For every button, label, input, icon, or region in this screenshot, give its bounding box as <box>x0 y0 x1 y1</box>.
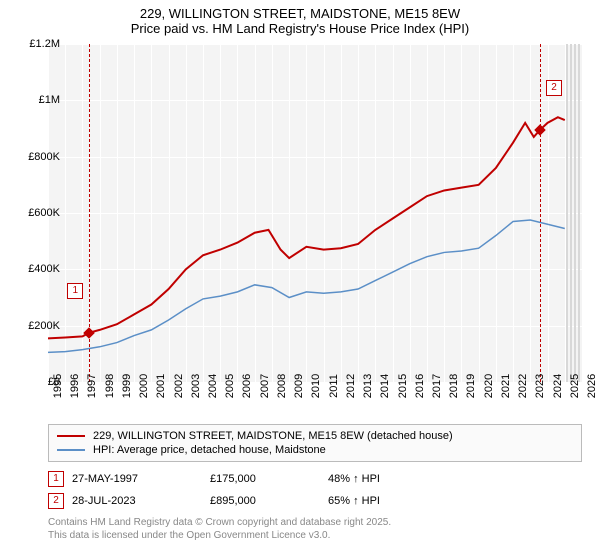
marker-label-box: 2 <box>546 80 562 96</box>
sale-pct-1: 48% ↑ HPI <box>328 473 448 485</box>
marker-label-box: 1 <box>67 283 83 299</box>
x-tick-label: 2006 <box>241 374 253 398</box>
series-line-property <box>48 117 565 338</box>
y-tick-label: £200K <box>28 320 60 332</box>
title-line-1: 229, WILLINGTON STREET, MAIDSTONE, ME15 … <box>0 6 600 21</box>
x-tick-label: 2023 <box>534 374 546 398</box>
series-lines <box>48 44 582 382</box>
legend-swatch-property <box>57 435 85 437</box>
x-tick-label: 2017 <box>431 374 443 398</box>
x-tick-label: 2016 <box>414 374 426 398</box>
legend: 229, WILLINGTON STREET, MAIDSTONE, ME15 … <box>48 424 582 462</box>
x-tick-label: 2020 <box>483 374 495 398</box>
footer-line-2: This data is licensed under the Open Gov… <box>48 529 582 542</box>
x-tick-label: 2007 <box>259 374 271 398</box>
x-tick-label: 1999 <box>121 374 133 398</box>
x-tick-label: 2025 <box>569 374 581 398</box>
x-tick-label: 2018 <box>448 374 460 398</box>
sale-marker-1: 1 <box>48 471 64 487</box>
footer-attribution: Contains HM Land Registry data © Crown c… <box>48 516 582 542</box>
x-tick-label: 2014 <box>379 374 391 398</box>
x-tick-label: 2012 <box>345 374 357 398</box>
x-tick-label: 2019 <box>465 374 477 398</box>
x-tick-label: 2009 <box>293 374 305 398</box>
y-tick-label: £1.2M <box>29 38 60 50</box>
x-tick-label: 2015 <box>397 374 409 398</box>
legend-swatch-hpi <box>57 449 85 451</box>
x-tick-label: 1995 <box>52 374 64 398</box>
x-tick-label: 2021 <box>500 374 512 398</box>
legend-label-hpi: HPI: Average price, detached house, Maid… <box>93 444 326 456</box>
y-tick-label: £1M <box>39 94 60 106</box>
x-tick-label: 2010 <box>310 374 322 398</box>
series-line-hpi <box>48 220 565 352</box>
chart-plot-area: 12 <box>48 44 582 382</box>
footer-line-1: Contains HM Land Registry data © Crown c… <box>48 516 582 529</box>
legend-label-property: 229, WILLINGTON STREET, MAIDSTONE, ME15 … <box>93 430 453 442</box>
title-line-2: Price paid vs. HM Land Registry's House … <box>0 21 600 36</box>
x-tick-label: 2022 <box>517 374 529 398</box>
x-tick-label: 1996 <box>69 374 81 398</box>
x-tick-label: 2004 <box>207 374 219 398</box>
x-tick-label: 2005 <box>224 374 236 398</box>
sale-row-2: 2 28-JUL-2023 £895,000 65% ↑ HPI <box>48 490 582 512</box>
x-tick-label: 1998 <box>104 374 116 398</box>
sale-data-table: 1 27-MAY-1997 £175,000 48% ↑ HPI 2 28-JU… <box>48 468 582 512</box>
y-tick-label: £400K <box>28 263 60 275</box>
x-tick-label: 1997 <box>86 374 98 398</box>
legend-item-hpi: HPI: Average price, detached house, Maid… <box>57 443 573 457</box>
x-tick-label: 2024 <box>552 374 564 398</box>
x-tick-label: 2008 <box>276 374 288 398</box>
title-block: 229, WILLINGTON STREET, MAIDSTONE, ME15 … <box>0 0 600 38</box>
legend-item-property: 229, WILLINGTON STREET, MAIDSTONE, ME15 … <box>57 429 573 443</box>
y-tick-label: £600K <box>28 207 60 219</box>
chart-container: 229, WILLINGTON STREET, MAIDSTONE, ME15 … <box>0 0 600 560</box>
sale-row-1: 1 27-MAY-1997 £175,000 48% ↑ HPI <box>48 468 582 490</box>
x-tick-label: 2011 <box>328 374 340 398</box>
x-tick-label: 2000 <box>138 374 150 398</box>
y-tick-label: £800K <box>28 151 60 163</box>
sale-price-1: £175,000 <box>210 473 320 485</box>
x-tick-label: 2001 <box>155 374 167 398</box>
sale-date-2: 28-JUL-2023 <box>72 495 202 507</box>
x-tick-label: 2002 <box>173 374 185 398</box>
sale-pct-2: 65% ↑ HPI <box>328 495 448 507</box>
x-tick-label: 2013 <box>362 374 374 398</box>
sale-price-2: £895,000 <box>210 495 320 507</box>
sale-marker-2: 2 <box>48 493 64 509</box>
x-tick-label: 2026 <box>586 374 598 398</box>
marker-vline <box>540 44 541 382</box>
x-tick-label: 2003 <box>190 374 202 398</box>
sale-date-1: 27-MAY-1997 <box>72 473 202 485</box>
